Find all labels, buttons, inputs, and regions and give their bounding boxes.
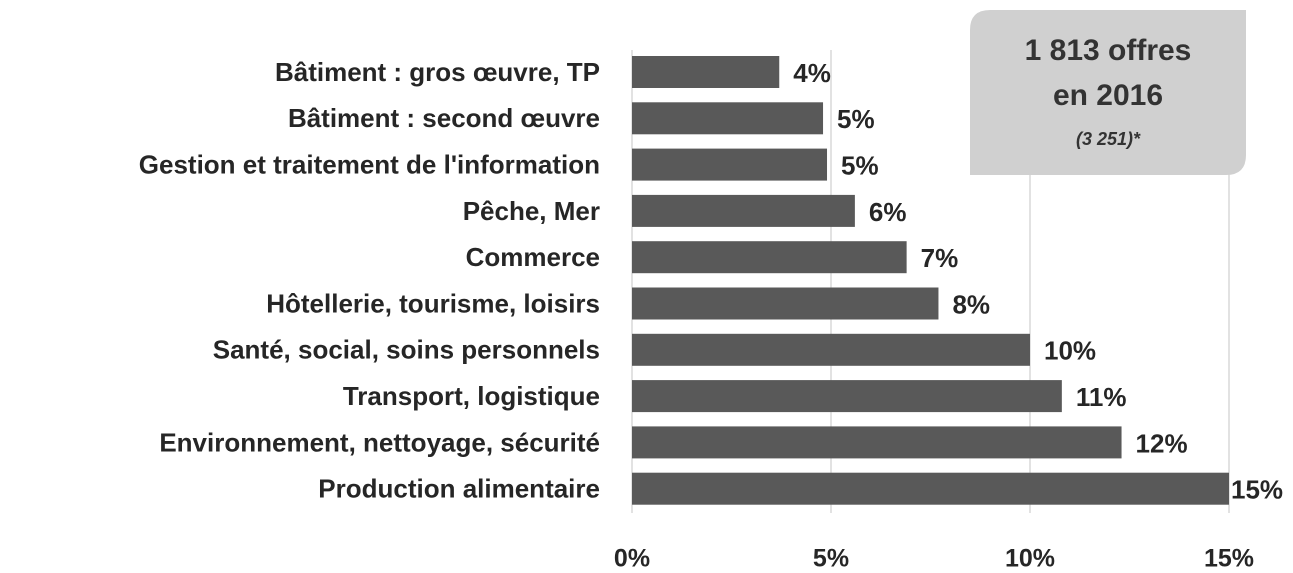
x-tick-label: 15% (1204, 545, 1254, 573)
value-label: 15% (1231, 475, 1283, 505)
category-label: Bâtiment : gros œuvre, TP (275, 57, 600, 87)
category-label: Santé, social, soins personnels (213, 335, 600, 365)
value-label: 11% (1076, 382, 1127, 412)
category-label: Environnement, nettoyage, sécurité (159, 427, 600, 457)
bar (632, 102, 824, 135)
value-label: 8% (952, 289, 990, 319)
x-tick-label: 5% (813, 545, 849, 573)
category-label: Production alimentaire (318, 474, 600, 504)
category-label: Bâtiment : second œuvre (288, 103, 600, 133)
value-label: 12% (1136, 428, 1188, 458)
category-label: Commerce (466, 242, 600, 272)
x-tick-label: 0% (614, 545, 650, 573)
bar (632, 241, 907, 274)
category-label: Transport, logistique (343, 381, 600, 411)
category-label: Hôtellerie, tourisme, loisirs (266, 288, 600, 318)
bar (632, 56, 780, 88)
value-label: 5% (837, 104, 875, 134)
bar (632, 148, 828, 181)
value-label: 4% (793, 58, 831, 88)
value-label: 6% (869, 197, 907, 227)
annotation: en 2016 (1053, 79, 1163, 112)
value-label: 10% (1044, 336, 1096, 366)
category-label: Gestion et traitement de l'information (139, 149, 600, 179)
annotation: (3 251)* (1076, 129, 1141, 149)
value-label: 5% (841, 150, 879, 180)
bar (632, 287, 939, 320)
bar (632, 426, 1122, 459)
value-label: 7% (921, 243, 959, 273)
bar (632, 194, 855, 227)
x-tick-label: 10% (1005, 545, 1055, 573)
bar (632, 333, 1030, 366)
annotation: 1 813 offres (1025, 34, 1192, 67)
category-label: Pêche, Mer (463, 196, 600, 226)
bar (632, 472, 1229, 505)
annotation-box (970, 10, 1246, 175)
bar (632, 380, 1062, 413)
